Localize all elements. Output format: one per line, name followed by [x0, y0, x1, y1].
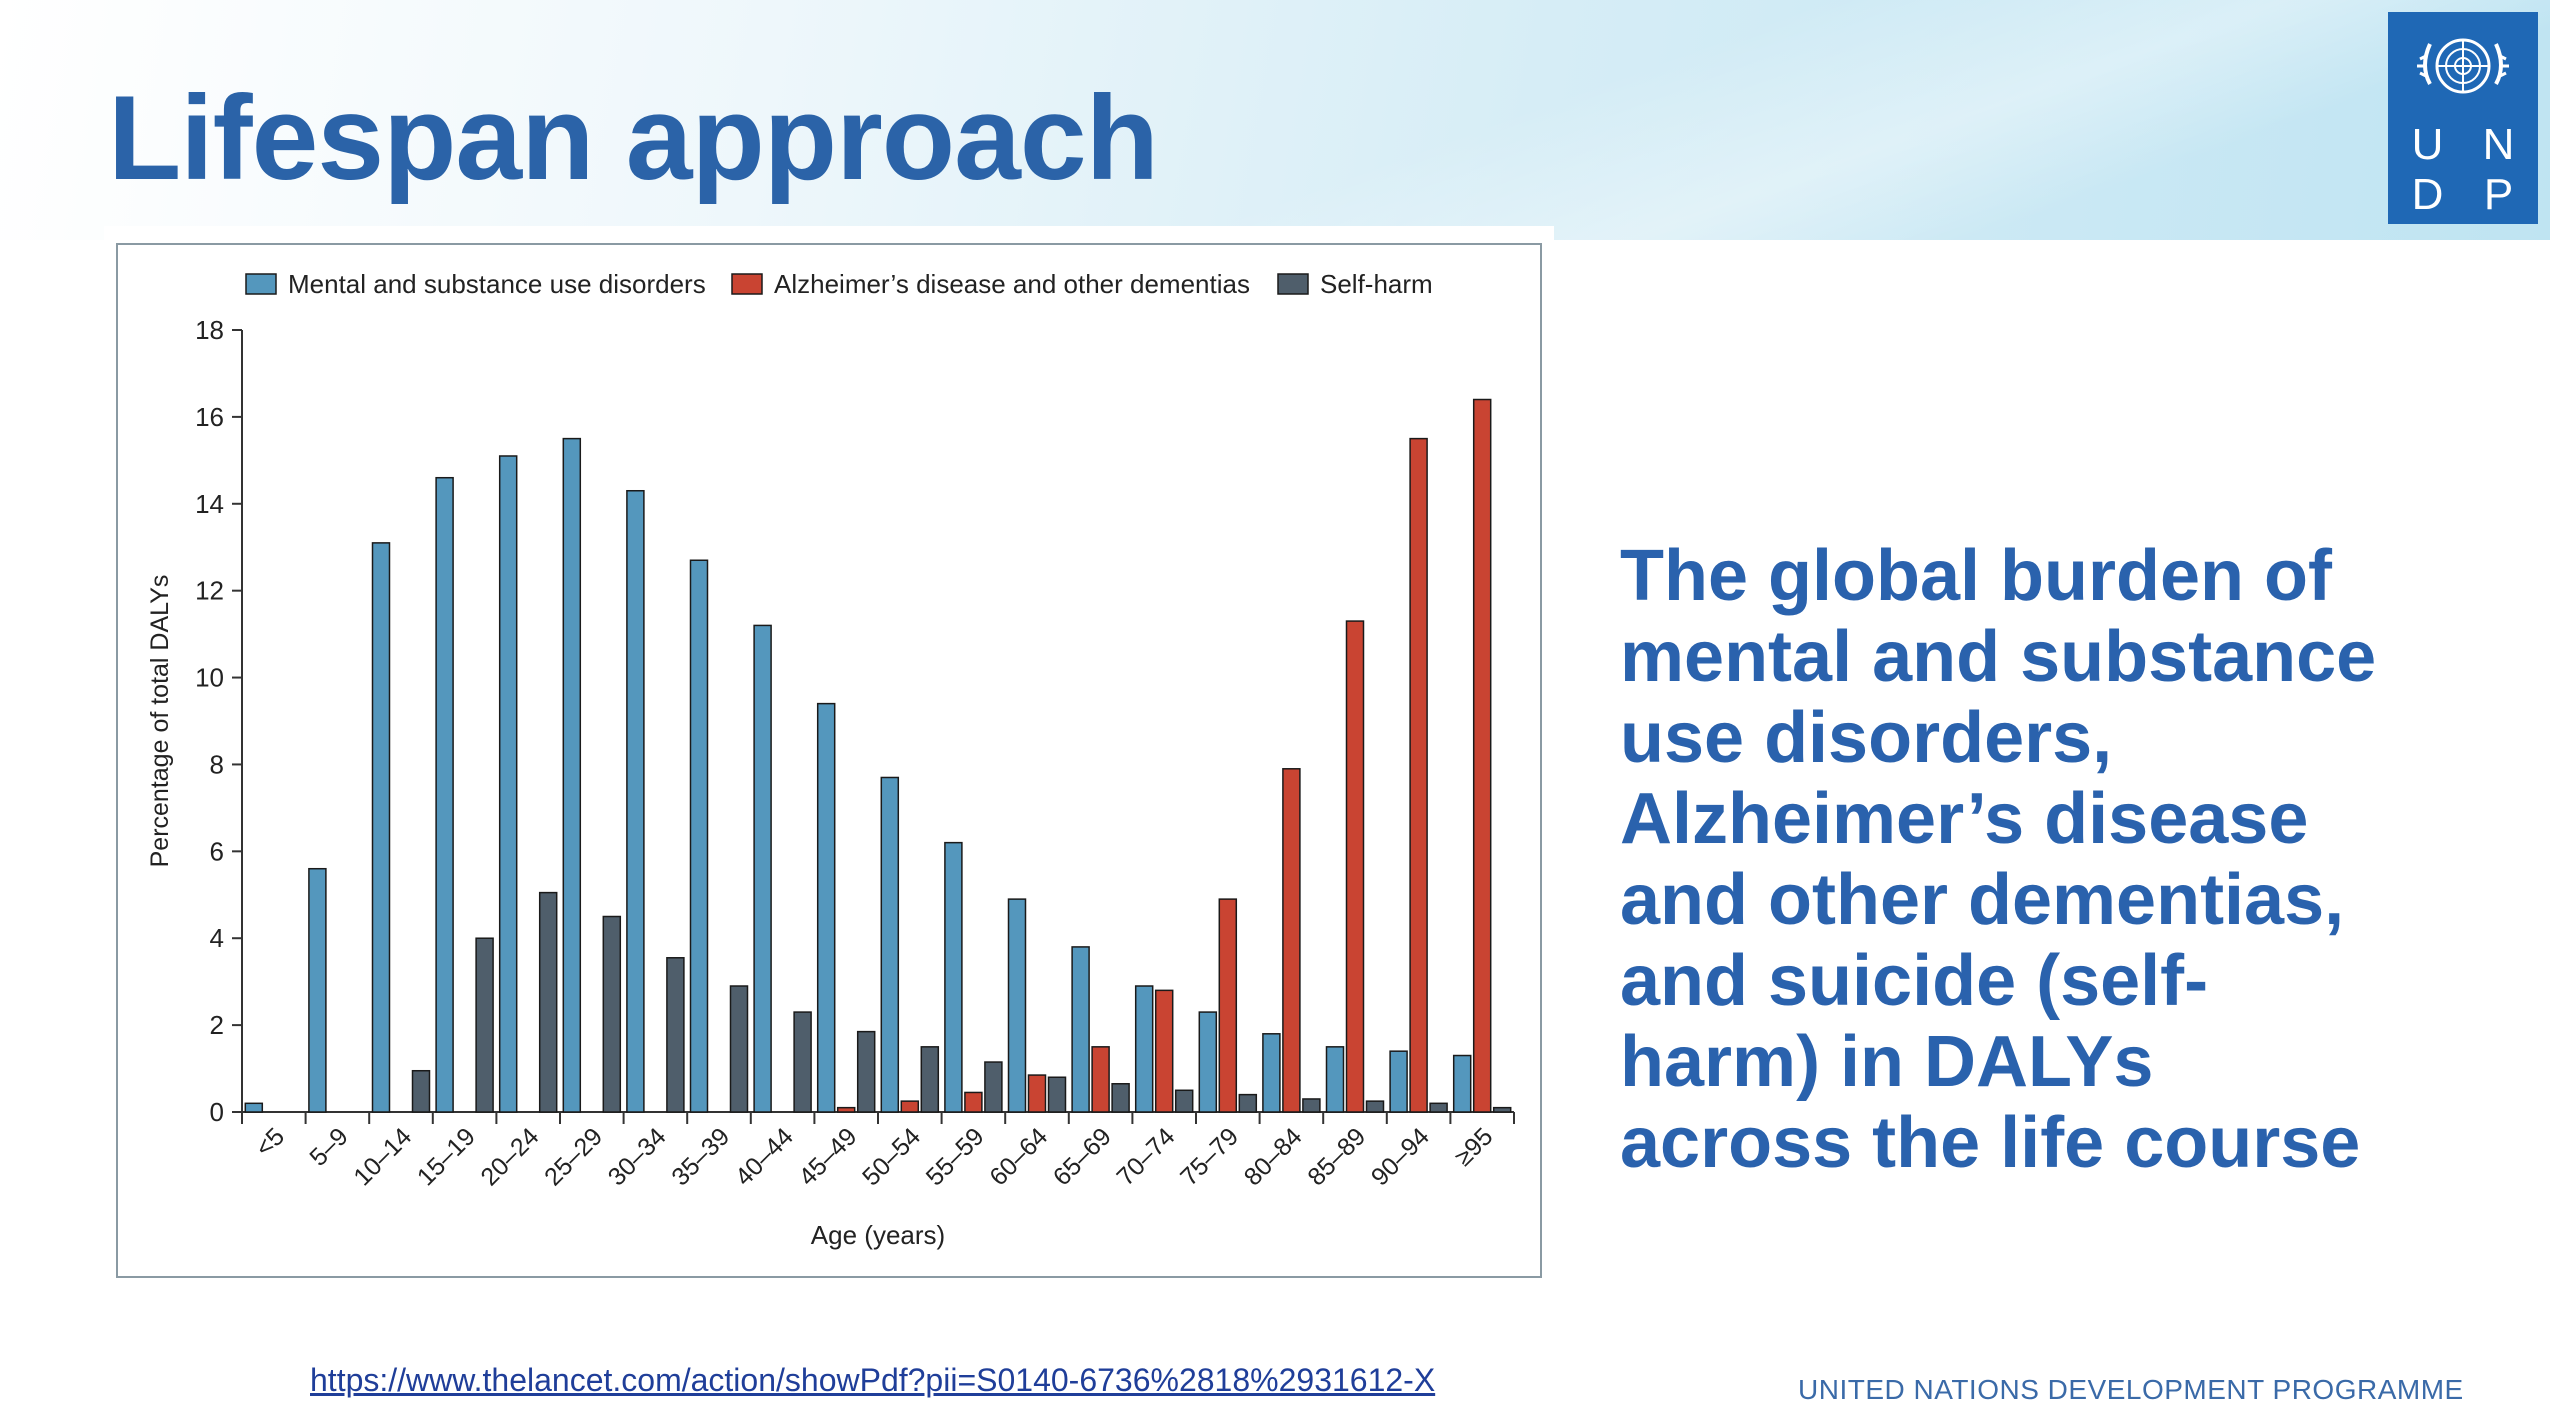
legend-label: Mental and substance use disorders	[288, 269, 706, 299]
undp-logo: U N D P	[2388, 12, 2538, 224]
body-line: harm) in DALYs	[1620, 1022, 2154, 1102]
dementia-bar	[1154, 989, 1174, 1113]
y-axis-label: Percentage of total DALYs	[146, 575, 174, 868]
dementia-bar	[900, 1100, 920, 1113]
mental-substance-bar	[498, 455, 518, 1113]
footer-org-name: UNITED NATIONS DEVELOPMENT PROGRAMME	[1798, 1374, 2464, 1405]
self-harm-bar	[729, 985, 749, 1113]
mental-substance-bar	[880, 776, 900, 1113]
legend-swatch	[731, 273, 763, 295]
mental-substance-bar	[944, 841, 963, 1113]
self-harm-bar	[1047, 1076, 1067, 1113]
mental-substance-bar	[308, 867, 327, 1113]
slide-title: Lifespan approach	[108, 71, 1159, 205]
logo-letter-d: D	[2411, 170, 2444, 219]
self-harm-bar	[602, 915, 622, 1113]
self-harm-bar	[1302, 1098, 1321, 1113]
dementia-bar	[1027, 1074, 1047, 1113]
y-tick-label: 2	[210, 1010, 224, 1040]
mental-substance-bar	[1071, 946, 1090, 1113]
y-tick-label: 8	[210, 749, 224, 779]
dementia-bar	[964, 1091, 983, 1113]
logo-letter-n: N	[2482, 120, 2515, 169]
mental-substance-bar	[626, 489, 645, 1113]
self-harm-bar	[793, 1011, 812, 1113]
y-tick-label: 18	[195, 315, 224, 345]
mental-substance-bar	[1452, 1054, 1472, 1113]
legend-swatch	[245, 273, 277, 295]
self-harm-bar	[538, 891, 558, 1113]
source-link[interactable]: https://www.thelancet.com/action/showPdf…	[310, 1362, 1436, 1398]
legend-label: Alzheimer’s disease and other dementias	[774, 269, 1250, 299]
self-harm-bar	[984, 1061, 1003, 1113]
self-harm-bar	[1111, 1083, 1130, 1113]
legend-label: Self-harm	[1320, 269, 1433, 299]
dementia-bar	[836, 1106, 856, 1113]
header-band	[0, 0, 2550, 240]
mental-substance-bar	[753, 624, 772, 1113]
logo-letter-p: P	[2483, 170, 2514, 219]
mental-substance-bar	[562, 437, 582, 1113]
mental-substance-bar	[244, 1102, 264, 1113]
mental-substance-bar	[816, 702, 836, 1113]
dementia-bar	[1409, 437, 1428, 1113]
undp-letters: U N D P	[2392, 120, 2534, 220]
dalys-bar-chart: 0 2 4 6 8 10 12 14 16 18 Percentage of total DALYs…	[116, 243, 1542, 1278]
self-harm-bar	[411, 1069, 431, 1113]
body-line: across the life course	[1620, 1103, 2361, 1183]
self-harm-bar	[920, 1046, 940, 1113]
self-harm-bar	[1365, 1100, 1385, 1113]
y-tick-label: 10	[195, 663, 224, 693]
body-line: Alzheimer’s disease	[1620, 779, 2309, 859]
body-line: and other dementias,	[1620, 860, 2345, 940]
self-harm-bar	[856, 1030, 876, 1113]
chart-frame: 0 2 4 6 8 10 12 14 16 18 Percentage of total DALYs…	[104, 226, 1554, 1286]
dementia-bar	[1345, 620, 1365, 1113]
x-axis-label: Age (years)	[811, 1220, 945, 1250]
legend-swatch	[1277, 273, 1309, 295]
mental-substance-bar	[1198, 1011, 1218, 1113]
mental-substance-bar	[371, 542, 391, 1113]
mental-substance-bar	[689, 559, 709, 1113]
y-tick-label: 0	[210, 1097, 224, 1127]
dementia-bar	[1091, 1046, 1110, 1113]
dementia-bar	[1472, 398, 1492, 1113]
mental-substance-bar	[1389, 1050, 1408, 1113]
self-harm-bar	[475, 937, 494, 1113]
slide-body-text: The global burden of mental and substanc…	[1620, 536, 2500, 1184]
self-harm-bar	[1174, 1089, 1194, 1113]
mental-substance-bar	[1262, 1033, 1281, 1113]
y-tick-label: 6	[210, 836, 224, 866]
self-harm-bar	[1429, 1102, 1448, 1113]
mental-substance-bar	[1007, 898, 1027, 1113]
body-line: use disorders,	[1620, 698, 2113, 778]
y-tick-label: 4	[210, 923, 224, 953]
self-harm-bar	[1492, 1106, 1512, 1113]
y-tick-label: 16	[195, 402, 224, 432]
self-harm-bar	[666, 957, 685, 1113]
mental-substance-bar	[435, 476, 454, 1113]
logo-letter-u: U	[2411, 120, 2444, 169]
self-harm-bar	[1238, 1093, 1258, 1113]
un-emblem-icon	[2417, 38, 2509, 94]
dementia-bar	[1218, 898, 1238, 1113]
body-line: The global burden of	[1620, 536, 2332, 616]
dementia-bar	[1282, 768, 1301, 1113]
mental-substance-bar	[1134, 985, 1154, 1113]
y-tick-label: 14	[195, 489, 224, 519]
mental-substance-bar	[1325, 1046, 1345, 1113]
body-line: mental and substance	[1620, 617, 2377, 697]
body-line: and suicide (self-	[1620, 941, 2209, 1021]
y-tick-label: 12	[195, 576, 224, 606]
